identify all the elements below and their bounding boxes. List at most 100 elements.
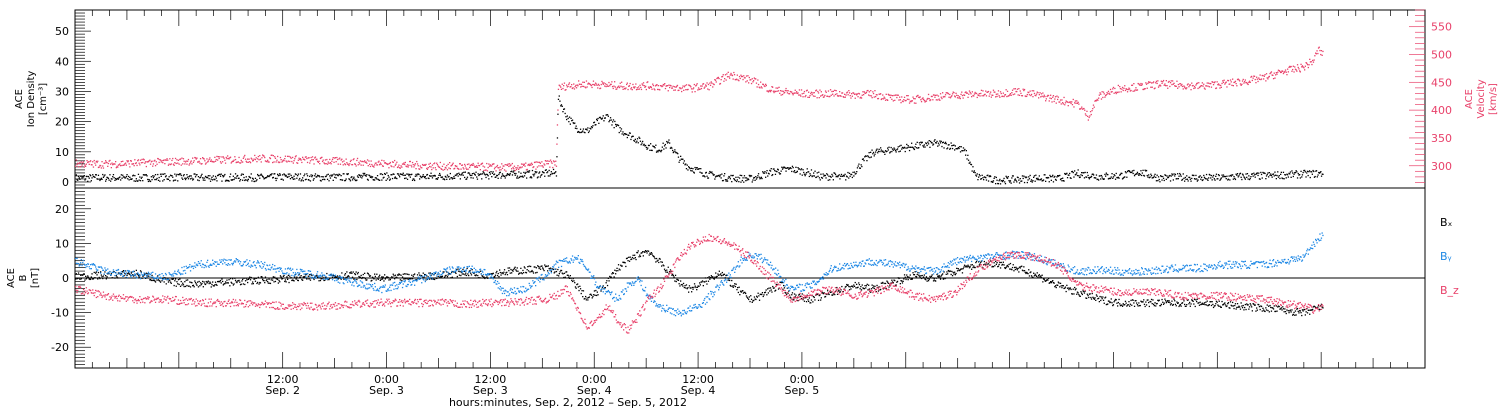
b-series-0-point	[466, 267, 468, 270]
density-series-point	[899, 150, 901, 152]
velocity-series-point	[486, 170, 489, 172]
b-series-0-point	[672, 274, 674, 277]
density-series-point	[557, 113, 559, 115]
density-series-point	[1167, 176, 1170, 178]
velocity-series-point	[207, 160, 209, 162]
velocity-series-point	[120, 165, 122, 167]
velocity-series-point	[719, 83, 721, 85]
velocity-series-point	[1047, 94, 1049, 97]
density-series-point	[1168, 175, 1170, 177]
density-series-point	[187, 176, 189, 178]
velocity-series-point	[1126, 88, 1128, 91]
b-series-0-point	[882, 288, 885, 290]
velocity-series-point	[776, 90, 778, 92]
b-series-0-point	[84, 279, 86, 281]
velocity-series-point	[1222, 80, 1224, 82]
density-series-point	[675, 152, 677, 154]
density-series-point	[760, 177, 762, 179]
velocity-series-point	[817, 90, 819, 93]
velocity-series-point	[1285, 71, 1287, 73]
b-series-0-point	[409, 278, 411, 280]
density-series-point	[870, 156, 872, 158]
velocity-series-point	[352, 159, 354, 161]
velocity-series-point	[137, 160, 139, 162]
density-series-point	[1054, 178, 1057, 181]
density-series-point	[847, 171, 849, 174]
density-series-point	[1219, 179, 1221, 181]
density-series-point	[816, 172, 818, 174]
b-series-0-point	[841, 285, 843, 288]
density-series-point	[983, 176, 985, 178]
b-series-0-point	[277, 278, 279, 281]
density-series-point	[583, 131, 585, 133]
velocity-series-point	[810, 92, 812, 95]
density-series-point	[1297, 172, 1299, 175]
velocity-series-point	[1201, 85, 1203, 87]
velocity-series-point	[476, 165, 478, 167]
velocity-series-point	[100, 167, 102, 169]
b-series-0-point	[286, 276, 288, 278]
density-series-point	[1107, 178, 1110, 180]
velocity-series-point	[532, 166, 534, 169]
b-series-0-point	[435, 277, 437, 279]
b-series-0-point	[475, 274, 477, 276]
b-series-0-point	[448, 272, 450, 275]
b-series-0-point	[423, 276, 425, 278]
velocity-series-point	[984, 93, 986, 95]
b-series-0-point	[122, 271, 124, 273]
density-series-point	[164, 173, 166, 175]
b-series-0-point	[675, 280, 677, 283]
b-series-0-point	[733, 285, 735, 287]
velocity-series-point	[880, 98, 882, 101]
b-series-0-point	[372, 277, 374, 279]
velocity-series-point	[748, 82, 750, 84]
density-series-point	[239, 180, 241, 182]
velocity-series-point	[726, 73, 728, 75]
density-series-point	[800, 168, 803, 170]
velocity-series-point	[896, 96, 898, 99]
density-series-point	[80, 175, 82, 177]
velocity-series-point	[254, 158, 257, 161]
velocity-series-point	[739, 77, 741, 80]
velocity-series-point	[200, 163, 202, 165]
density-series-point	[1189, 176, 1191, 179]
velocity-series-point	[533, 161, 536, 164]
density-series-point	[1270, 173, 1272, 175]
b-series-0-point	[719, 274, 721, 276]
velocity-series-point	[311, 156, 314, 158]
density-series-point	[372, 179, 374, 181]
b-series-0-point	[876, 284, 878, 287]
density-series-point	[773, 168, 775, 170]
density-series-point	[316, 174, 319, 176]
b-series-0-point	[561, 272, 563, 274]
density-series-point	[127, 178, 129, 180]
b-series-0-point	[849, 286, 851, 288]
velocity-series-point	[590, 84, 592, 86]
velocity-series-point	[592, 83, 594, 86]
b-series-0-point	[625, 257, 628, 260]
velocity-series-point	[310, 156, 312, 159]
b-series-0-point	[434, 272, 436, 274]
velocity-series-point	[277, 155, 279, 158]
density-series-point	[214, 179, 216, 181]
b-series-0-point	[690, 287, 692, 289]
b-series-0-point	[313, 278, 315, 281]
density-series-point	[1064, 172, 1066, 175]
b-series-0-point	[79, 278, 81, 280]
density-series-point	[105, 178, 107, 181]
velocity-series-point	[840, 95, 842, 97]
velocity-series-point	[394, 164, 396, 166]
velocity-series-point	[1282, 70, 1284, 72]
density-series-point	[1321, 173, 1323, 175]
b-series-0-point	[219, 281, 221, 283]
density-series-point	[611, 124, 613, 126]
density-series-point	[134, 180, 137, 182]
density-series-point	[872, 151, 875, 154]
velocity-series-point	[1057, 96, 1059, 98]
velocity-series-point	[970, 93, 972, 95]
velocity-series-point	[433, 163, 435, 165]
b-series-0-point	[817, 299, 820, 301]
density-series-point	[769, 170, 772, 172]
density-series-point	[1092, 173, 1094, 175]
density-series-point	[132, 175, 134, 177]
